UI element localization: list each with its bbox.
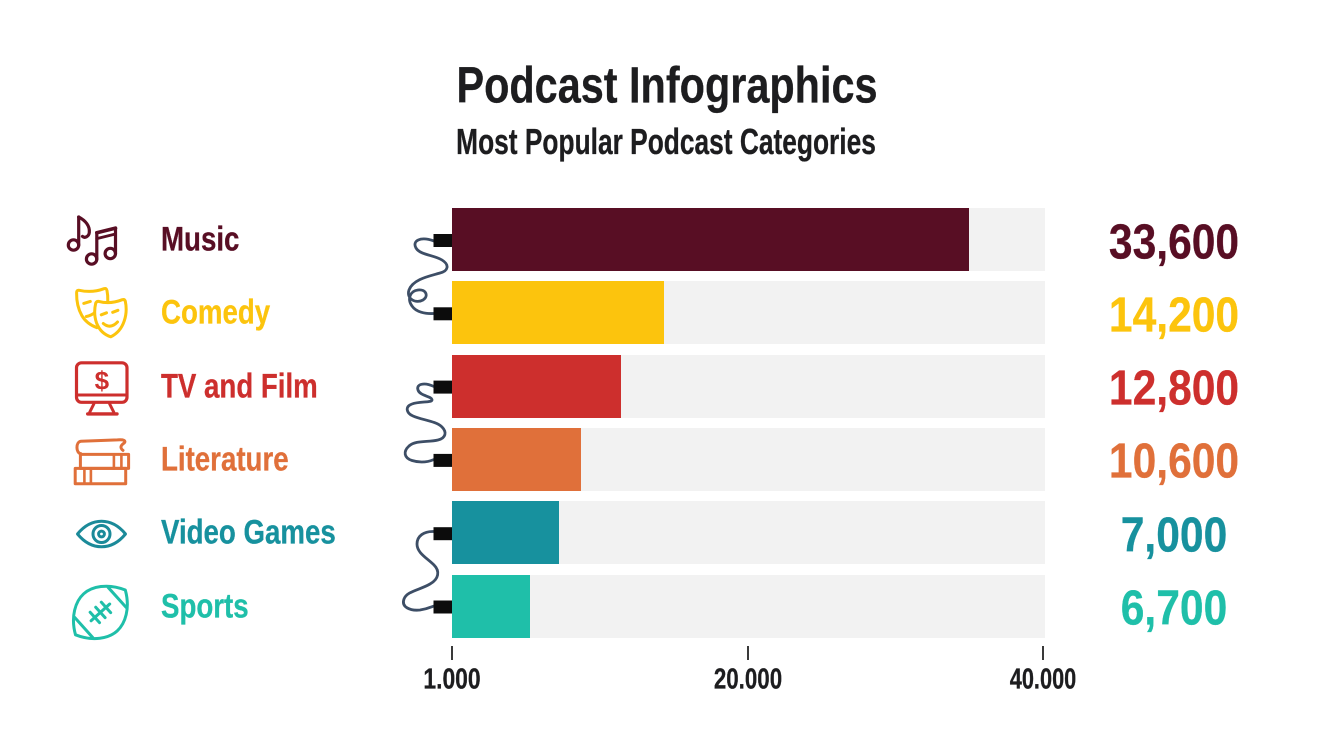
svg-text:$: $	[95, 366, 110, 396]
